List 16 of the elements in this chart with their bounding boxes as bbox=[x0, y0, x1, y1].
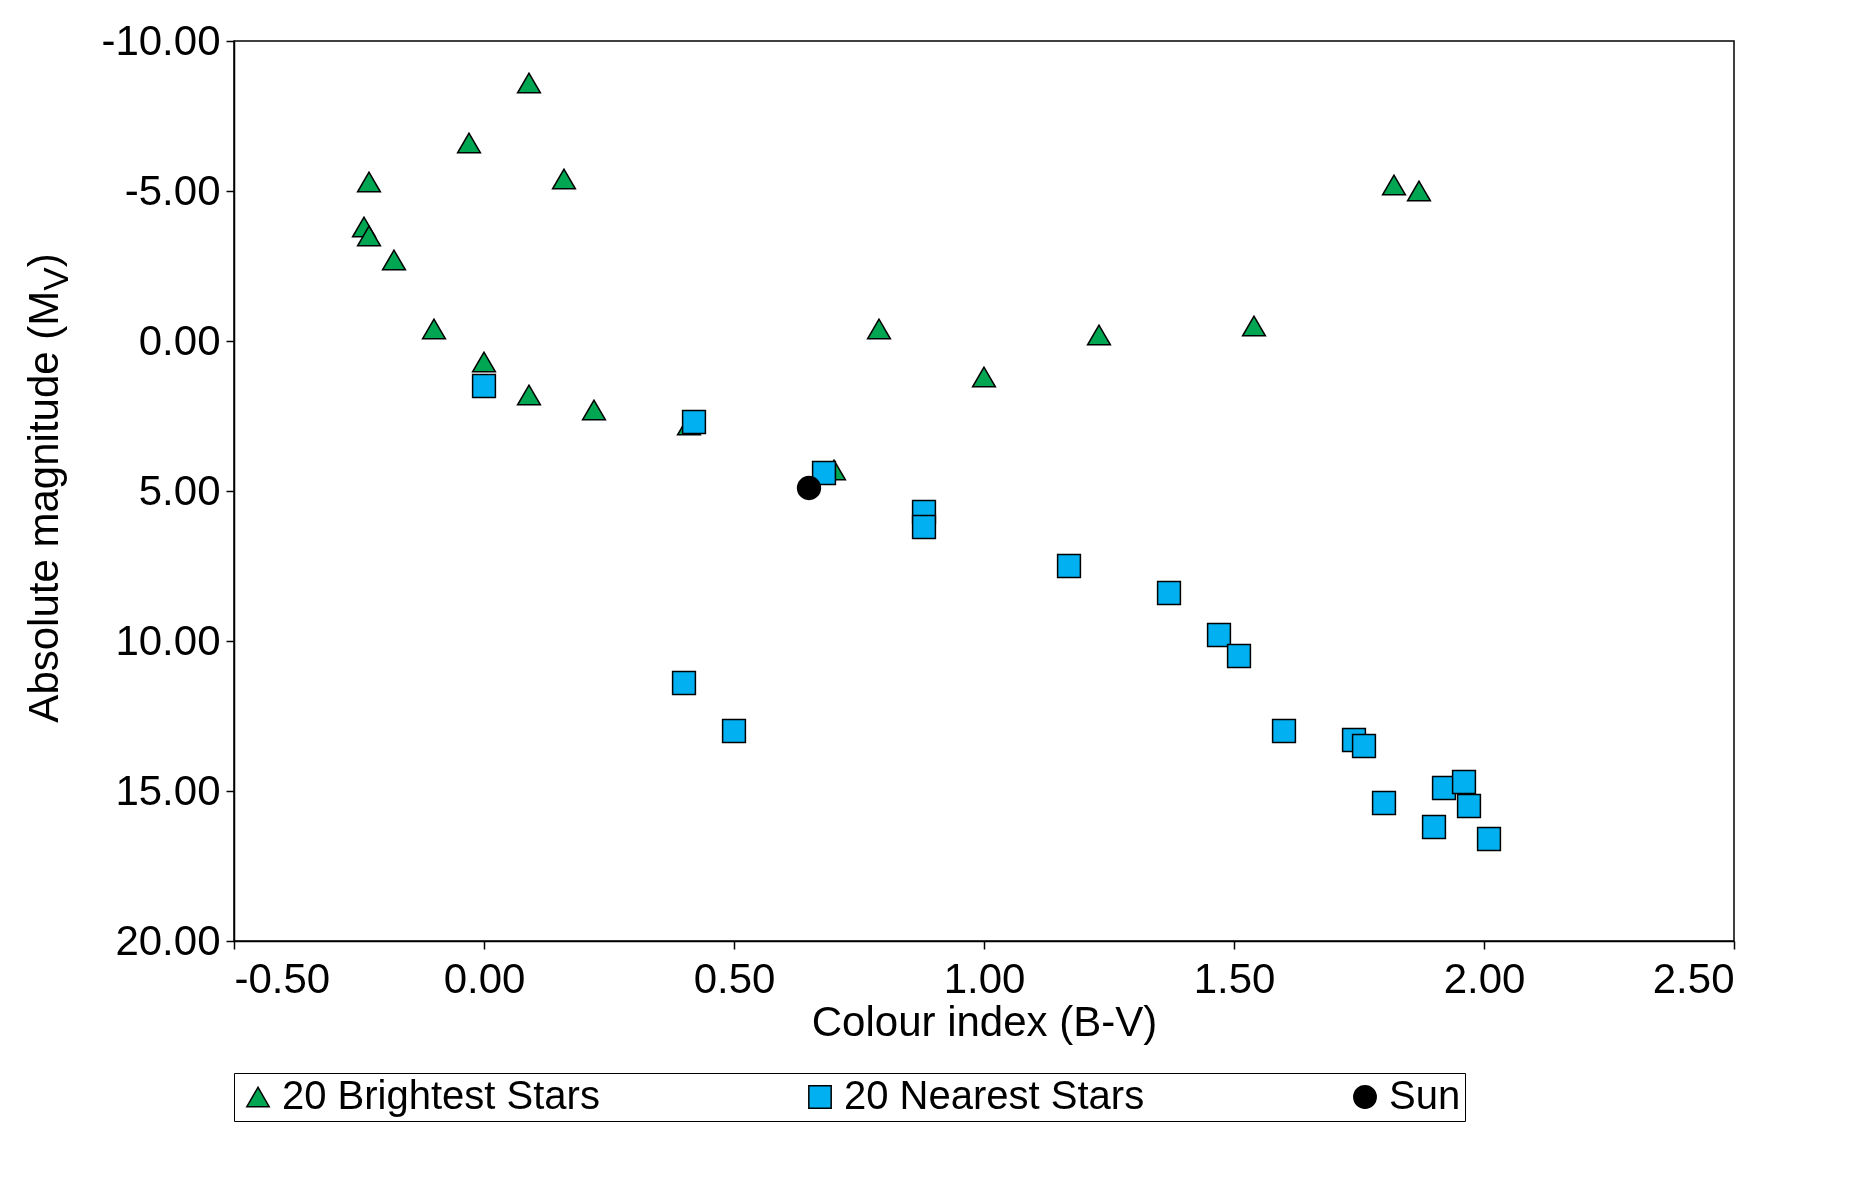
legend-label: Sun bbox=[1389, 1073, 1461, 1117]
y-tick-label: 5.00 bbox=[138, 466, 221, 514]
y-tick-label: -5.00 bbox=[124, 166, 221, 214]
y-tick-label: 10.00 bbox=[115, 616, 221, 664]
x-tick-label: 1.50 bbox=[1193, 954, 1276, 1002]
x-tick-label: -0.50 bbox=[234, 954, 331, 1002]
x-tick-label: 2.00 bbox=[1443, 954, 1526, 1002]
y-tick-label: 20.00 bbox=[115, 916, 221, 964]
x-tick-label: 0.00 bbox=[443, 954, 526, 1002]
y-tick-label: 15.00 bbox=[115, 766, 221, 814]
legend-label: 20 Brightest Stars bbox=[282, 1073, 600, 1117]
x-tick-label: 0.50 bbox=[693, 954, 776, 1002]
x-tick-label: 2.50 bbox=[1652, 954, 1735, 1002]
legend-label: 20 Nearest Stars bbox=[844, 1073, 1145, 1117]
y-tick-label: 0.00 bbox=[138, 316, 221, 364]
y-tick-label: -10.00 bbox=[101, 16, 221, 64]
